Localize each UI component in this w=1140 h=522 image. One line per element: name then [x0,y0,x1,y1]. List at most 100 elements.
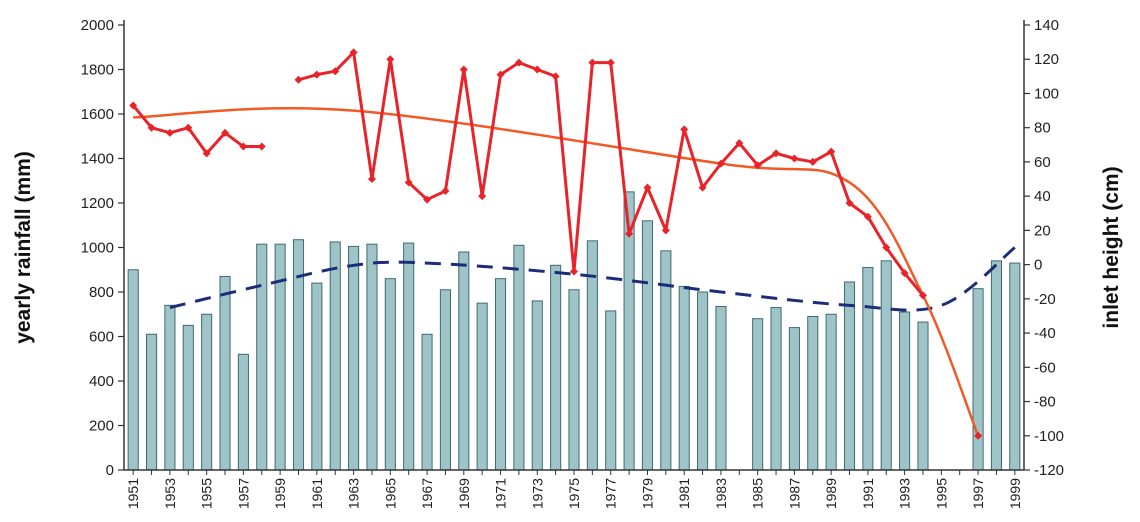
x-tick-label: 1953 [162,478,178,509]
rainfall-bar [641,220,654,471]
inlet-height-marker [221,128,230,137]
inlet-height-marker [570,267,578,276]
left-tick-label: 1800 [81,62,114,79]
inlet-height-marker [882,243,891,252]
rainfall-bar [127,269,139,471]
left-tick-label: 1200 [81,195,114,212]
right-tick-label: 100 [1034,85,1059,102]
inlet-height-marker [680,125,689,134]
x-tick-label: 1999 [1007,478,1023,509]
rainfall-bar [256,243,268,471]
inlet-height-marker [772,149,781,158]
x-tick-label: 1977 [603,478,619,509]
inlet-height-marker [588,58,597,67]
rainfall-bar [770,307,782,471]
rainfall-bar [899,311,911,471]
rainfall-bar [182,324,194,471]
rainfall-bar [237,353,249,471]
x-tick-label: 1951 [125,478,141,509]
rainfall-bar [697,291,709,471]
left-axis-title: yearly rainfall (mm) [12,151,35,344]
right-tick-label: -120 [1034,462,1064,479]
left-tick-label: 1600 [81,106,114,123]
rainfall-bar [531,300,543,471]
x-tick-label: 1979 [639,478,655,509]
inlet-height-marker [367,175,376,184]
inlet-height-marker [753,161,762,170]
right-axis: -120 -100 -80 -60 -40 -20 0 20 40 60 80 100 120 140 [1023,17,1064,479]
inlet-height-marker [441,187,450,196]
left-tick-label: 0 [106,462,114,479]
right-tick-label: -80 [1034,394,1056,411]
left-tick-label: 400 [89,373,114,390]
rainfall-bar [862,267,874,471]
inlet-height-marker [129,101,138,110]
inlet-height-marker [900,269,909,278]
left-tick-label: 1400 [81,151,114,168]
x-tick-label: 1957 [235,478,251,509]
inlet-height-marker [496,70,505,79]
rainfall-bar [788,327,800,471]
x-tick-label: 1983 [713,478,729,509]
inlet-height-marker [625,229,634,238]
x-tick-label: 1995 [933,478,949,509]
x-tick-label: 1989 [823,478,839,509]
rainfall-bar [421,333,433,471]
rainfall-bars [127,191,1021,471]
trend-lines [129,48,1016,440]
inlet-height-trend-line [133,106,980,437]
x-tick-label: 1975 [566,478,582,509]
rainfall-bar [880,260,892,471]
left-tick-label: 1000 [81,240,114,257]
inlet-height-marker [459,65,468,74]
x-tick-label: 1971 [493,478,509,509]
rainfall-bar [972,288,984,471]
rainfall-bar [568,289,580,471]
x-tick-label: 1973 [529,478,545,509]
right-tick-label: -60 [1034,359,1056,376]
inlet-height-marker [294,75,303,84]
rainfall-bar [439,289,451,471]
left-tick-label: 600 [89,329,114,346]
rainfall-bar [825,313,837,471]
rainfall-bar [219,275,231,471]
inlet-height-marker [845,199,854,207]
inlet-height-marker [918,291,927,300]
right-tick-label: 120 [1034,51,1059,68]
left-axis: 0 200 400 600 800 1000 1200 1400 1600 1800 2000 [81,17,125,479]
x-tick-label: 1997 [970,478,986,509]
inlet-height-marker [478,192,487,201]
rainfall-bar [348,245,360,471]
rainfall-bar [715,305,727,471]
rainfall-bar [201,313,213,471]
x-tick-label: 1969 [456,478,472,509]
rainfall-bar [550,264,562,471]
x-tick-label: 1963 [346,478,362,509]
rainfall-bar [494,278,507,471]
right-tick-label: -100 [1034,428,1064,445]
right-tick-label: 20 [1034,222,1051,239]
inlet-height-marker [184,123,193,132]
inlet-height-marker [514,58,523,67]
right-tick-label: 0 [1034,257,1042,274]
rainfall-bar [384,278,396,471]
rainfall-bar [366,243,378,471]
rainfall-bar [678,285,690,471]
rainfall-bar [164,304,176,471]
x-tick-label: 1967 [419,478,435,509]
rainfall-bar [311,282,323,471]
x-axis: 1951 1953 1955 1957 1959 1961 1963 1965 1967 1969… [124,469,1024,509]
right-axis-title: inlet height (cm) [1100,166,1123,328]
right-tick-label: -40 [1034,325,1056,342]
rainfall-bar [807,315,819,471]
inlet-height-marker [643,183,652,192]
rainfall-bar [513,244,525,471]
x-tick-label: 1965 [382,478,398,509]
inlet-height-marker [606,58,615,67]
right-tick-label: 80 [1034,120,1051,137]
inlet-height-marker [698,183,707,192]
rainfall-bar [1009,262,1021,471]
rainfall-trend-line [169,246,1016,312]
x-tick-label: 1985 [750,478,766,509]
